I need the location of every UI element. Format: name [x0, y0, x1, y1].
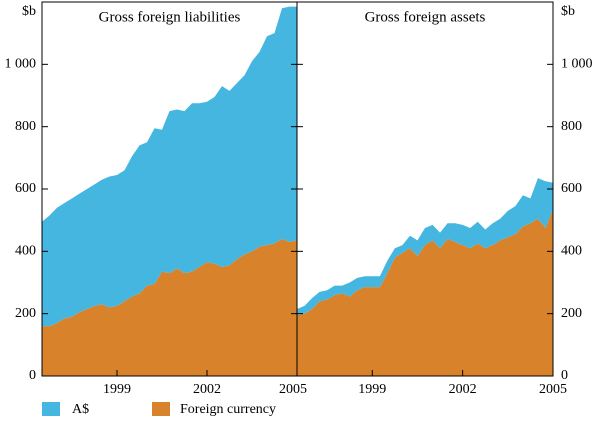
- area: A$: [42, 6, 297, 327]
- area: Foreign currency: [297, 209, 553, 376]
- area: A$: [297, 178, 553, 316]
- y-tick-label: 600: [561, 181, 582, 196]
- chart-title: Gross foreign assets: [365, 9, 486, 25]
- area: Foreign currency: [42, 238, 297, 376]
- y-tick-label: 800: [15, 119, 36, 134]
- legend-swatch: [42, 402, 60, 416]
- y-tick-label: 600: [15, 181, 36, 196]
- y-axis-label: $b: [22, 4, 36, 19]
- legend-label: Foreign currency: [180, 402, 276, 417]
- y-axis-label: $b: [561, 4, 575, 19]
- x-tick-label: 2002: [193, 382, 221, 397]
- legend-label: A$: [72, 402, 89, 417]
- y-tick-label: 1 000: [561, 57, 593, 72]
- x-tick-label: 2002: [449, 382, 477, 397]
- x-tick-label: 1999: [103, 382, 131, 397]
- y-tick-label: 0: [29, 368, 36, 383]
- legend-swatch: [152, 402, 170, 416]
- y-tick-label: 0: [561, 368, 568, 383]
- x-tick-label: 1999: [358, 382, 386, 397]
- y-tick-label: 400: [15, 244, 36, 259]
- y-tick-label: 200: [561, 306, 582, 321]
- y-tick-label: 200: [15, 306, 36, 321]
- y-tick-label: 800: [561, 119, 582, 134]
- y-tick-label: 400: [561, 244, 582, 259]
- x-tick-label: 2005: [539, 382, 567, 397]
- y-tick-label: 1 000: [5, 57, 37, 72]
- x-tick-label: 2005: [279, 382, 307, 397]
- chart-title: Gross foreign liabilities: [99, 9, 241, 25]
